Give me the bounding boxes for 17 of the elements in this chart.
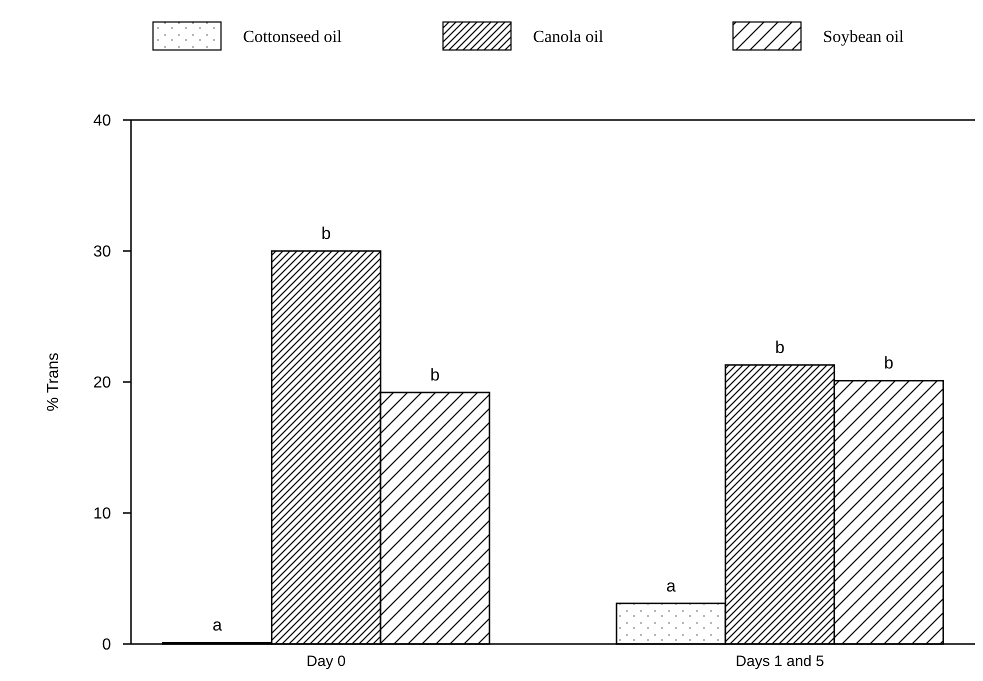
legend-label: Canola oil bbox=[533, 27, 604, 46]
data-label: b bbox=[775, 338, 785, 357]
y-tick-label: 40 bbox=[93, 112, 112, 130]
y-axis-title: % Trans bbox=[45, 352, 62, 412]
data-label: a bbox=[212, 616, 222, 635]
legend-label: Soybean oil bbox=[823, 27, 904, 46]
y-tick-label: 10 bbox=[93, 506, 112, 523]
x-tick-label: Day 0 bbox=[306, 653, 346, 670]
x-tick-label: Days 1 and 5 bbox=[736, 653, 824, 670]
data-label: a bbox=[666, 576, 676, 596]
y-tick-label: 20 bbox=[93, 374, 112, 392]
data-label: b bbox=[321, 224, 331, 243]
data-label: b bbox=[884, 354, 894, 373]
legend-label: Cottonseed oil bbox=[243, 27, 342, 46]
y-tick-label: 30 bbox=[93, 244, 112, 261]
data-label: b bbox=[430, 365, 440, 384]
y-tick-label: 0 bbox=[102, 636, 112, 654]
